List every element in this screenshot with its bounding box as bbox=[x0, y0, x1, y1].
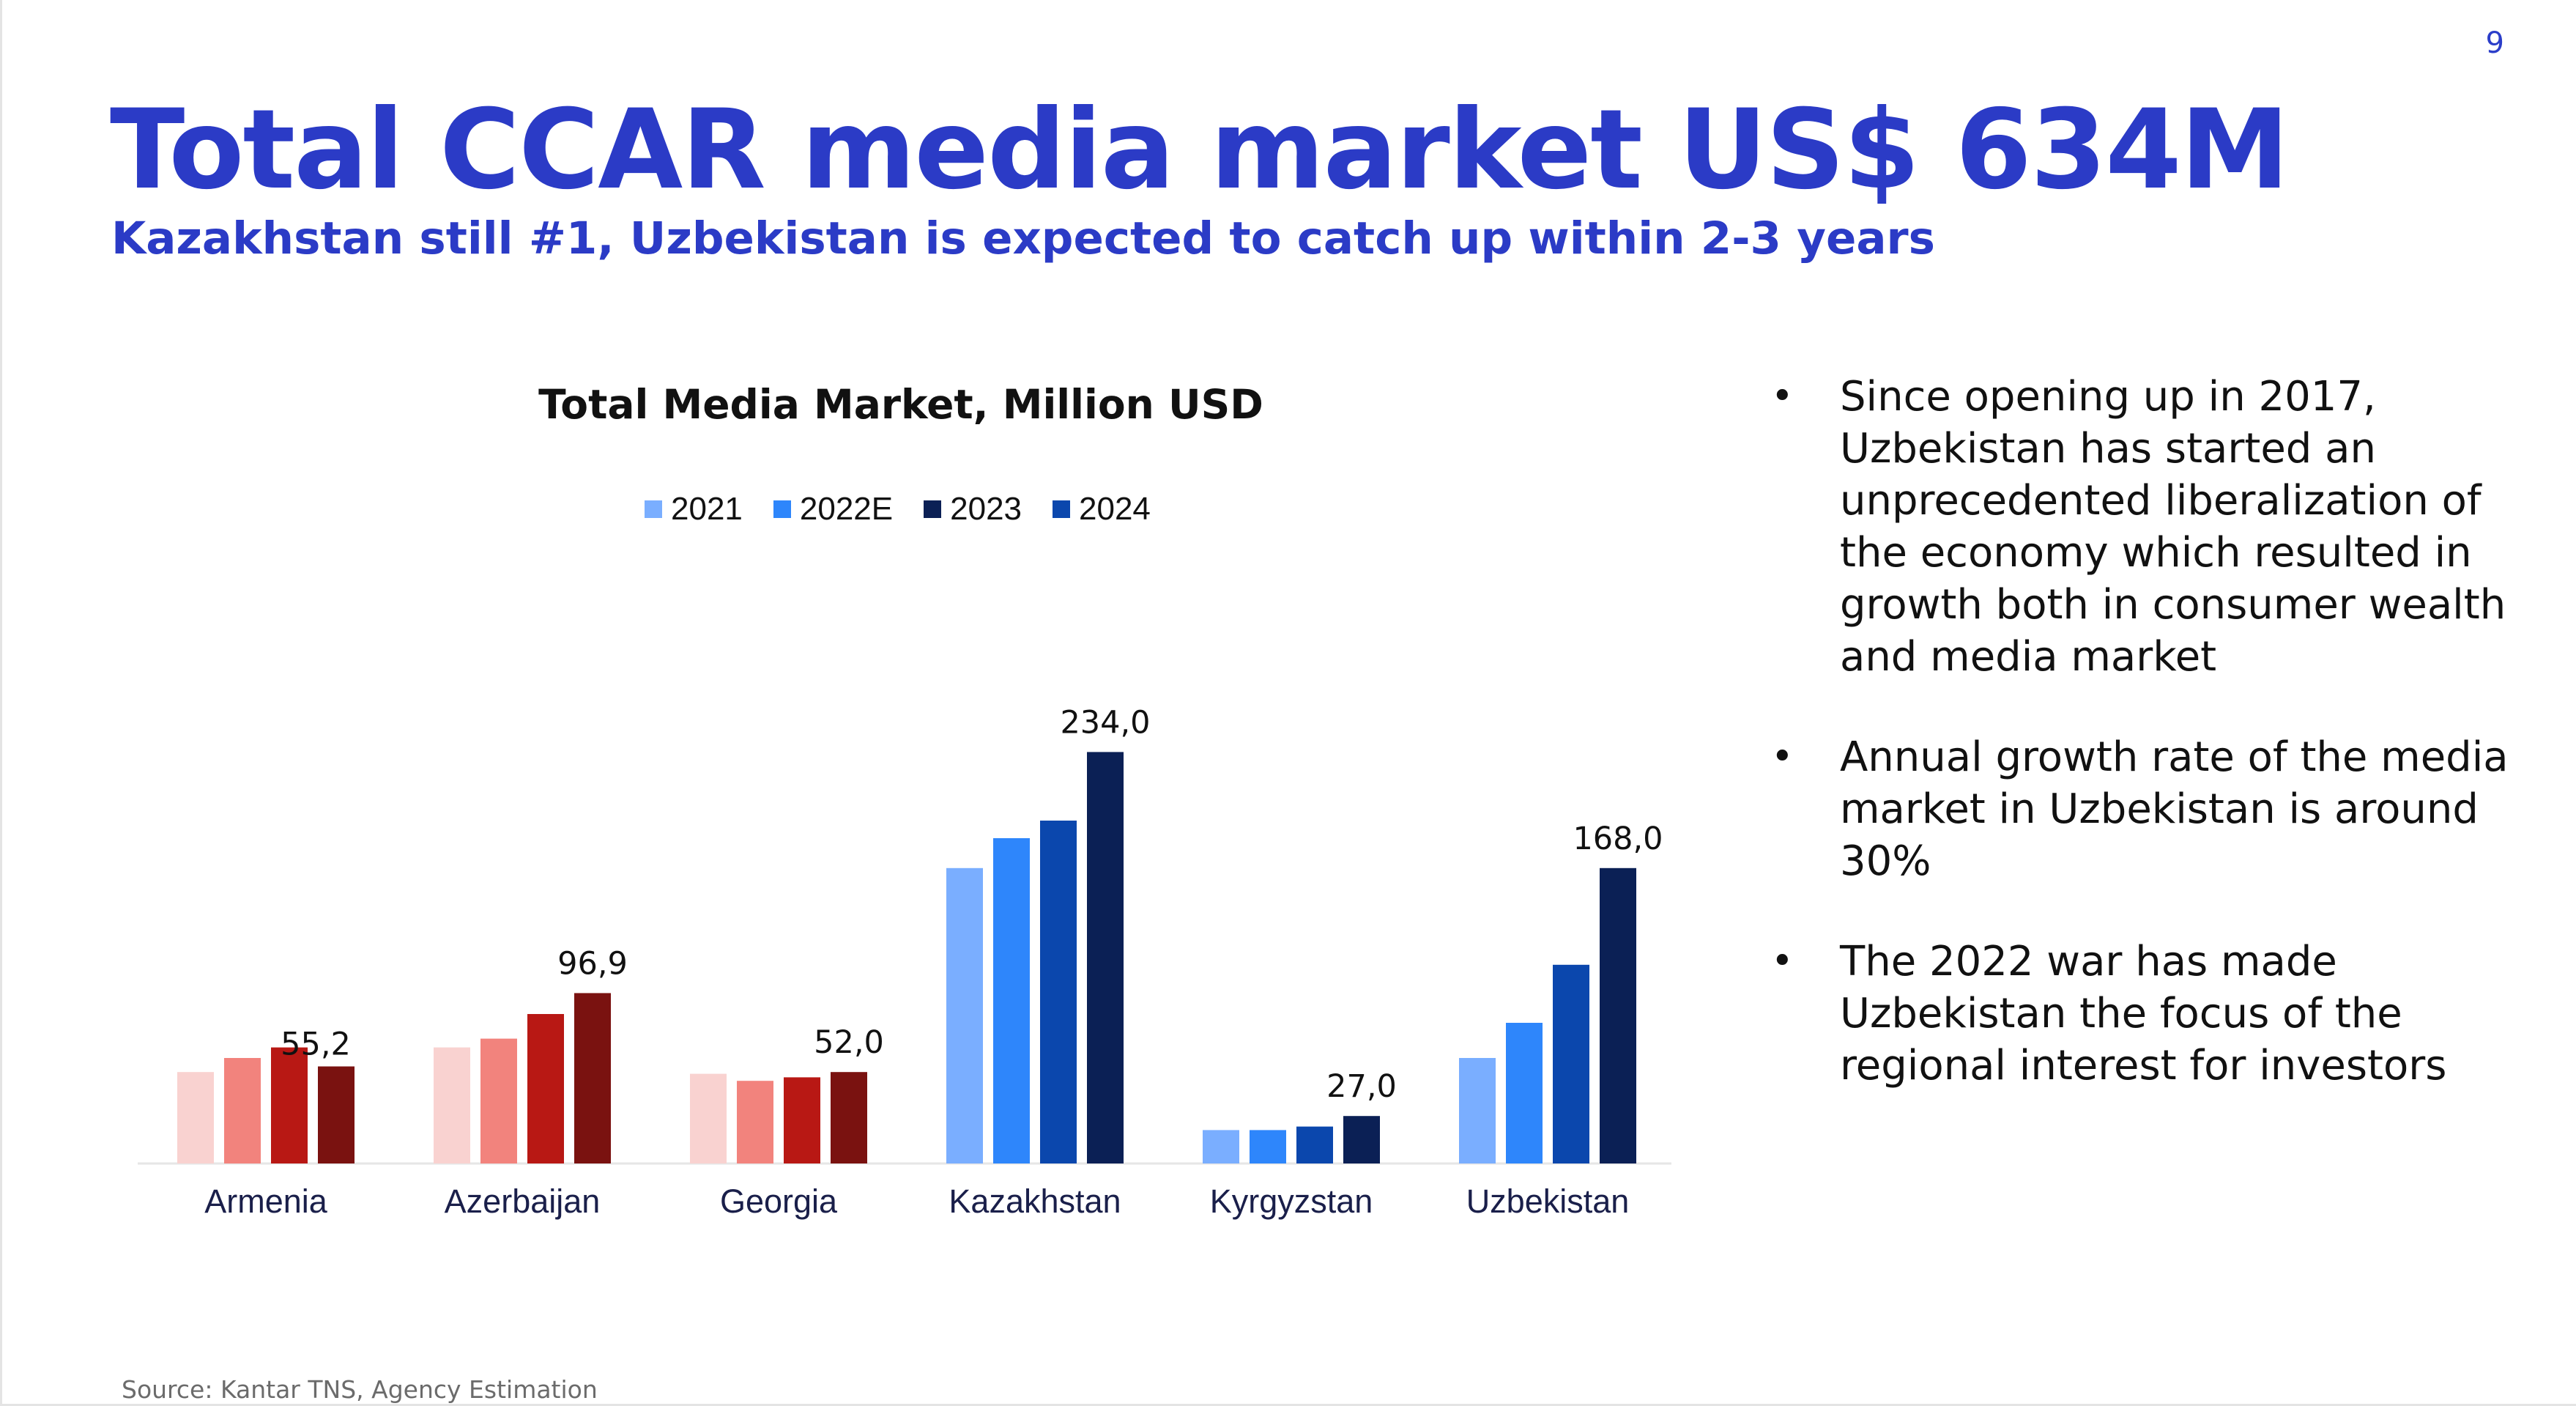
x-tick-label-georgia: Georgia bbox=[720, 1183, 838, 1220]
legend-item-2022e: 2022E bbox=[773, 491, 893, 528]
bullet-text: Annual growth rate of the media market i… bbox=[1840, 733, 2509, 885]
bullet-icon: • bbox=[1771, 939, 1794, 983]
legend-swatch-2024 bbox=[1053, 500, 1071, 518]
slide-bottom-edge bbox=[0, 1404, 2576, 1406]
x-tick-label-azerbaijan: Azerbaijan bbox=[445, 1183, 601, 1220]
data-label-georgia: 52,0 bbox=[814, 1024, 884, 1061]
bar-kyrgyzstan-2021 bbox=[1203, 1130, 1239, 1163]
bullet-icon: • bbox=[1771, 735, 1794, 779]
bar-armenia-2022e bbox=[224, 1058, 261, 1163]
bar-azerbaijan-2021 bbox=[434, 1047, 470, 1163]
bullet-text: Since opening up in 2017, Uzbekistan has… bbox=[1840, 373, 2506, 681]
bullet-text: The 2022 war has made Uzbekistan the foc… bbox=[1840, 938, 2447, 1089]
bar-georgia-2022e bbox=[737, 1081, 773, 1163]
legend-item-2023: 2023 bbox=[924, 491, 1022, 528]
bar-kyrgyzstan-2022e bbox=[1250, 1130, 1286, 1163]
bar-georgia-2024 bbox=[831, 1072, 867, 1163]
bar-kazakhstan-2022e bbox=[993, 838, 1030, 1163]
bar-uzbekistan-2024 bbox=[1600, 867, 1636, 1163]
bar-uzbekistan-2022e bbox=[1506, 1023, 1543, 1163]
page-number: 9 bbox=[2485, 26, 2504, 60]
bar-uzbekistan-2023 bbox=[1553, 964, 1589, 1163]
legend-swatch-2021 bbox=[645, 500, 662, 518]
bullet-item: • Annual growth rate of the media market… bbox=[1758, 731, 2512, 887]
bullet-icon: • bbox=[1771, 374, 1794, 418]
chart-legend: 2021 2022E 2023 2024 bbox=[645, 491, 1151, 528]
bar-kyrgyzstan-2024 bbox=[1343, 1116, 1380, 1163]
legend-item-2021: 2021 bbox=[645, 491, 743, 528]
bullet-item: • The 2022 war has made Uzbekistan the f… bbox=[1758, 936, 2512, 1092]
bar-armenia-2023 bbox=[271, 1047, 308, 1163]
x-tick-label-kyrgyzstan: Kyrgyzstan bbox=[1210, 1183, 1373, 1220]
x-tick-label-uzbekistan: Uzbekistan bbox=[1466, 1183, 1630, 1220]
bar-armenia-2024 bbox=[318, 1066, 355, 1163]
legend-item-2024: 2024 bbox=[1053, 491, 1151, 528]
bar-azerbaijan-2022e bbox=[480, 1038, 517, 1163]
data-label-kazakhstan: 234,0 bbox=[1060, 704, 1150, 741]
page-title: Total CCAR media market US$ 634M bbox=[110, 86, 2290, 214]
x-tick-label-armenia: Armenia bbox=[204, 1183, 328, 1220]
bullet-item: • Since opening up in 2017, Uzbekistan h… bbox=[1758, 371, 2512, 683]
legend-label-2024: 2024 bbox=[1079, 491, 1151, 527]
slide-left-edge bbox=[0, 0, 2, 1406]
legend-label-2023: 2023 bbox=[950, 491, 1022, 527]
bar-chart: 55,2 Armenia 96,9 Azerbaijan 52,0 Georgia 234,… bbox=[138, 704, 1671, 1220]
bar-georgia-2021 bbox=[690, 1073, 727, 1163]
legend-swatch-2022e bbox=[773, 500, 791, 518]
data-label-armenia: 55,2 bbox=[281, 1026, 351, 1063]
bar-georgia-2023 bbox=[784, 1077, 820, 1163]
source-note: Source: Kantar TNS, Agency Estimation bbox=[122, 1375, 598, 1404]
page-subtitle: Kazakhstan still #1, Uzbekistan is expec… bbox=[111, 212, 1935, 264]
bar-kazakhstan-2023 bbox=[1040, 821, 1077, 1163]
x-tick-label-kazakhstan: Kazakhstan bbox=[949, 1183, 1121, 1220]
data-label-uzbekistan: 168,0 bbox=[1573, 821, 1663, 857]
bar-azerbaijan-2024 bbox=[574, 993, 611, 1163]
data-label-azerbaijan: 96,9 bbox=[557, 945, 628, 982]
bar-kyrgyzstan-2023 bbox=[1296, 1126, 1333, 1163]
bar-kazakhstan-2024 bbox=[1087, 752, 1124, 1163]
bar-uzbekistan-2021 bbox=[1459, 1058, 1496, 1163]
data-label-kyrgyzstan: 27,0 bbox=[1326, 1068, 1397, 1105]
legend-label-2022e: 2022E bbox=[799, 491, 894, 527]
bar-kazakhstan-2021 bbox=[946, 867, 983, 1163]
bar-azerbaijan-2023 bbox=[527, 1014, 564, 1163]
bar-armenia-2021 bbox=[177, 1072, 214, 1163]
bullet-list: • Since opening up in 2017, Uzbekistan h… bbox=[1758, 371, 2512, 1140]
chart-title: Total Media Market, Million USD bbox=[538, 381, 1263, 428]
legend-swatch-2023 bbox=[924, 500, 942, 518]
legend-label-2021: 2021 bbox=[671, 491, 743, 527]
